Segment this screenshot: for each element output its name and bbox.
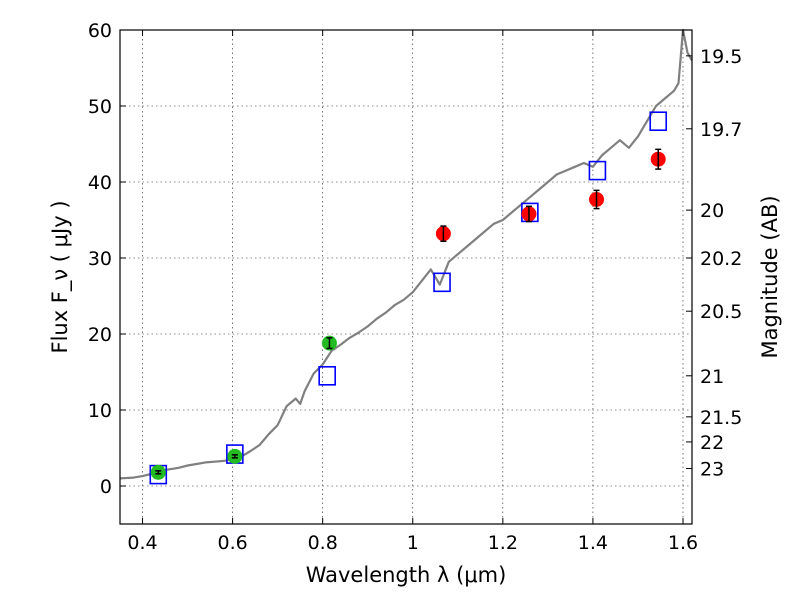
x-tick-label: 1 <box>407 532 419 554</box>
magnitude-tick-label: 20.5 <box>700 301 742 323</box>
y-tick-label: 60 <box>88 20 112 42</box>
photometry-layer <box>149 111 668 485</box>
y-tick-label: 50 <box>88 96 112 118</box>
y-tick-label: 40 <box>88 172 112 194</box>
model-photometry-square <box>588 160 607 181</box>
magnitude-tick-label: 19.7 <box>700 119 742 141</box>
spectrum-layer <box>119 28 693 480</box>
x-tick-label: 0.6 <box>217 532 247 554</box>
model-photometry-square <box>318 365 336 386</box>
x-tick-label: 1.2 <box>488 532 518 554</box>
magnitude-tick-label: 22 <box>700 432 724 454</box>
magnitude-tick-label: 23 <box>700 459 724 481</box>
magnitude-tick-label: 19.5 <box>700 46 742 68</box>
x-tick-label: 0.8 <box>308 532 338 554</box>
tick-layer: 0.4 0.6 0.8 1 1.2 1.4 1.6 0 10 20 30 40 50 60 19.5 19.7… <box>88 20 743 554</box>
x-tick-label: 1.4 <box>578 532 608 554</box>
grid-layer <box>120 29 692 524</box>
y-axis-label: Flux F_ν ( μJy ) <box>48 200 73 353</box>
model-photometry-square <box>649 111 668 131</box>
x-axis-label: Wavelength λ (μm) <box>306 563 507 587</box>
y-tick-label: 20 <box>88 324 112 346</box>
magnitude-tick-label: 21 <box>700 366 724 388</box>
spectrum-line <box>119 28 693 480</box>
magnitude-tick-label: 20.2 <box>700 248 742 270</box>
right-axis-label: Magnitude (AB) <box>758 195 782 358</box>
y-tick-label: 10 <box>88 400 112 422</box>
model-photometry-square <box>433 272 451 293</box>
magnitude-tick-label: 21.5 <box>700 407 742 429</box>
x-tick-label: 0.4 <box>127 532 157 554</box>
magnitude-tick-label: 20 <box>700 200 724 222</box>
y-tick-label: 30 <box>88 248 112 270</box>
plot-frame <box>119 29 693 525</box>
y-tick-label: 0 <box>100 476 112 498</box>
x-tick-label: 1.6 <box>668 532 698 554</box>
